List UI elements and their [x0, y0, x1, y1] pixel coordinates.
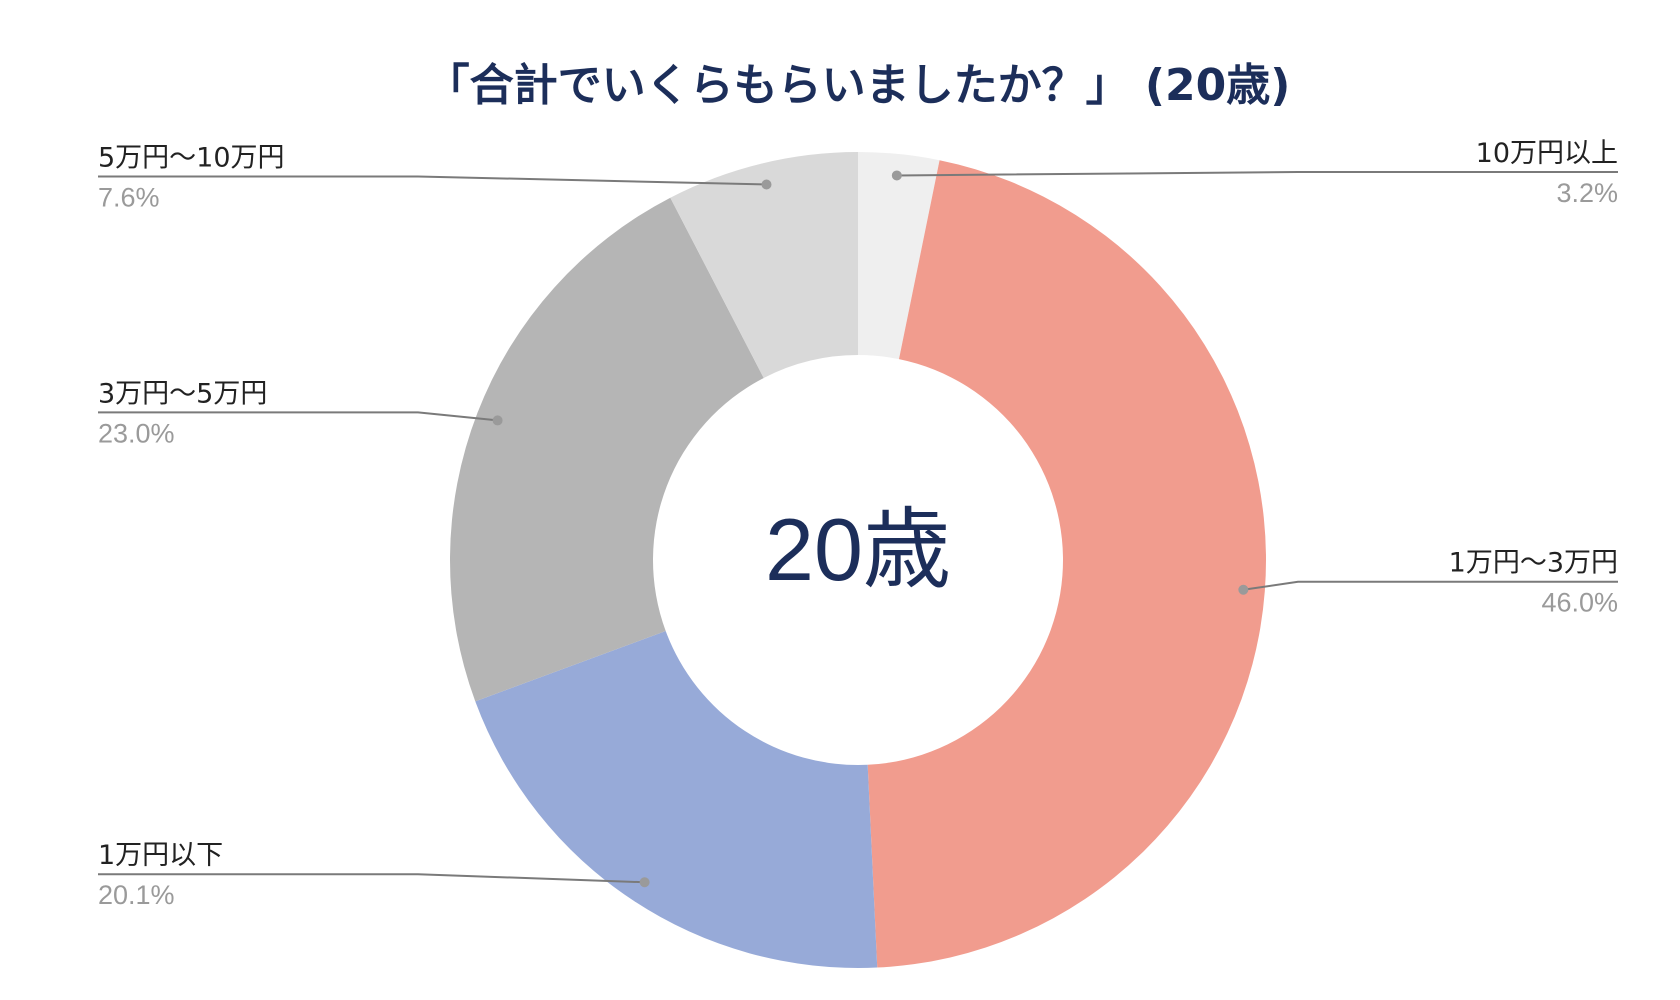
- slice-group: [450, 152, 1266, 968]
- leader-line-4: [98, 175, 767, 186]
- slice-label-0: 10万円以上: [1476, 138, 1618, 169]
- slice-value-3: 23.0%: [98, 418, 175, 448]
- leader-line-1: [1243, 580, 1618, 591]
- slice-3: [450, 197, 764, 702]
- slice-label-3: 3万円〜5万円: [98, 378, 267, 409]
- leader-dot-0: [891, 170, 902, 181]
- label-group: 10万円以上 3.2% 1万円〜3万円 46.0% 1万円以下 20.1% 3万円〜5万円 2…: [98, 138, 1618, 910]
- leader-dot-1: [1238, 584, 1249, 595]
- leader-line-3: [98, 411, 498, 422]
- slice-value-1: 46.0%: [1541, 588, 1618, 618]
- chart-title: 「合計でいくらもらいましたか？」 (20歳): [426, 60, 1291, 111]
- slice-label-1: 1万円〜3万円: [1449, 548, 1618, 579]
- slice-value-2: 20.1%: [98, 880, 175, 910]
- center-label: 20歳: [765, 500, 951, 599]
- leader-group: [98, 170, 1618, 888]
- slice-label-2: 1万円以下: [98, 840, 223, 871]
- slice-2: [475, 631, 878, 968]
- slice-0: [858, 152, 940, 360]
- leader-dot-4: [761, 179, 772, 190]
- slice-4: [670, 152, 858, 378]
- slice-value-4: 7.6%: [98, 182, 160, 212]
- leader-line-2: [98, 873, 645, 884]
- slice-label-4: 5万円〜10万円: [98, 142, 285, 173]
- leader-dot-3: [492, 415, 503, 426]
- leader-dot-2: [639, 877, 650, 888]
- slice-value-0: 3.2%: [1556, 178, 1618, 208]
- slice-1: [867, 160, 1266, 968]
- leader-line-0: [896, 171, 1618, 177]
